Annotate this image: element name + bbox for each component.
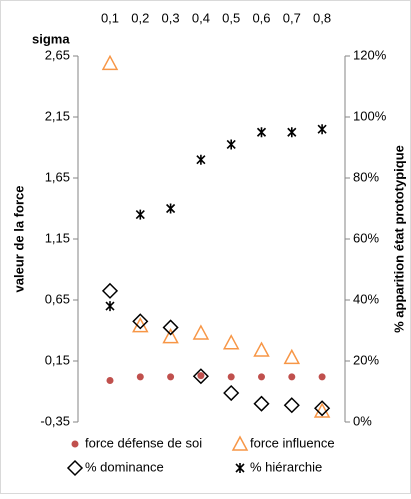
diamond — [162, 319, 179, 336]
diamond — [101, 282, 119, 299]
legend-label: % hiérarchie — [250, 459, 322, 474]
y2-tick-label: 120% — [353, 47, 387, 62]
dot — [318, 373, 326, 381]
y2-tick-label: 20% — [353, 352, 379, 367]
star — [226, 139, 236, 150]
star — [196, 154, 206, 165]
star — [166, 203, 176, 214]
dot — [136, 373, 144, 381]
x-axis-title: sigma — [32, 31, 70, 46]
star — [256, 127, 267, 138]
diamond — [132, 313, 149, 330]
x-tick-label: 0,1 — [101, 10, 119, 25]
triangle — [162, 328, 179, 344]
dot — [227, 373, 235, 381]
x-tick-label: 0,8 — [313, 10, 331, 25]
y2-tick-label: 0% — [353, 413, 372, 428]
triangle — [283, 348, 301, 365]
x-tick-label: 0,6 — [252, 10, 270, 25]
triangle — [313, 402, 331, 418]
y-tick-label: 1,15 — [45, 230, 70, 245]
y-tick-label: -0,35 — [40, 413, 70, 428]
legend-label: force influence — [250, 435, 335, 450]
y-tick-label: 2,65 — [45, 47, 70, 62]
dot — [197, 372, 205, 380]
star — [317, 124, 327, 135]
star — [287, 127, 297, 138]
triangle — [222, 334, 240, 350]
dot — [167, 373, 175, 381]
y2-axis-title: % apparition état prototypique — [391, 145, 406, 333]
x-tick-label: 0,4 — [192, 10, 210, 25]
diamond — [192, 368, 209, 385]
legend-label: force défense de soi — [85, 435, 202, 450]
dot — [258, 373, 265, 381]
y-tick-label: 0,65 — [45, 291, 70, 306]
star — [105, 301, 115, 312]
triangle — [101, 54, 119, 71]
y2-tick-label: 60% — [353, 230, 379, 245]
y-tick-label: 1,65 — [45, 169, 70, 184]
diamond — [253, 395, 270, 412]
y-tick-label: 2,15 — [45, 108, 70, 123]
x-tick-label: 0,2 — [131, 10, 149, 25]
y-tick-label: 0,15 — [45, 352, 70, 367]
y-axis-title: valeur de la force — [11, 186, 26, 293]
x-tick-label: 0,7 — [283, 10, 301, 25]
legend-marker — [231, 435, 249, 451]
legend-label: % dominance — [85, 459, 164, 474]
y2-tick-label: 80% — [353, 169, 379, 184]
y2-tick-label: 100% — [353, 108, 387, 123]
triangle — [192, 324, 210, 340]
x-tick-label: 0,5 — [222, 10, 240, 25]
diamond — [314, 400, 331, 417]
triangle — [253, 341, 270, 357]
diamond — [283, 397, 300, 414]
legend-marker — [71, 440, 79, 448]
star — [135, 209, 145, 220]
dot — [106, 377, 114, 385]
legend-marker — [235, 463, 245, 473]
dot — [288, 373, 296, 381]
legend-marker — [66, 459, 84, 477]
x-tick-label: 0,3 — [162, 10, 180, 25]
diamond — [223, 384, 240, 402]
y2-tick-label: 40% — [353, 291, 379, 306]
